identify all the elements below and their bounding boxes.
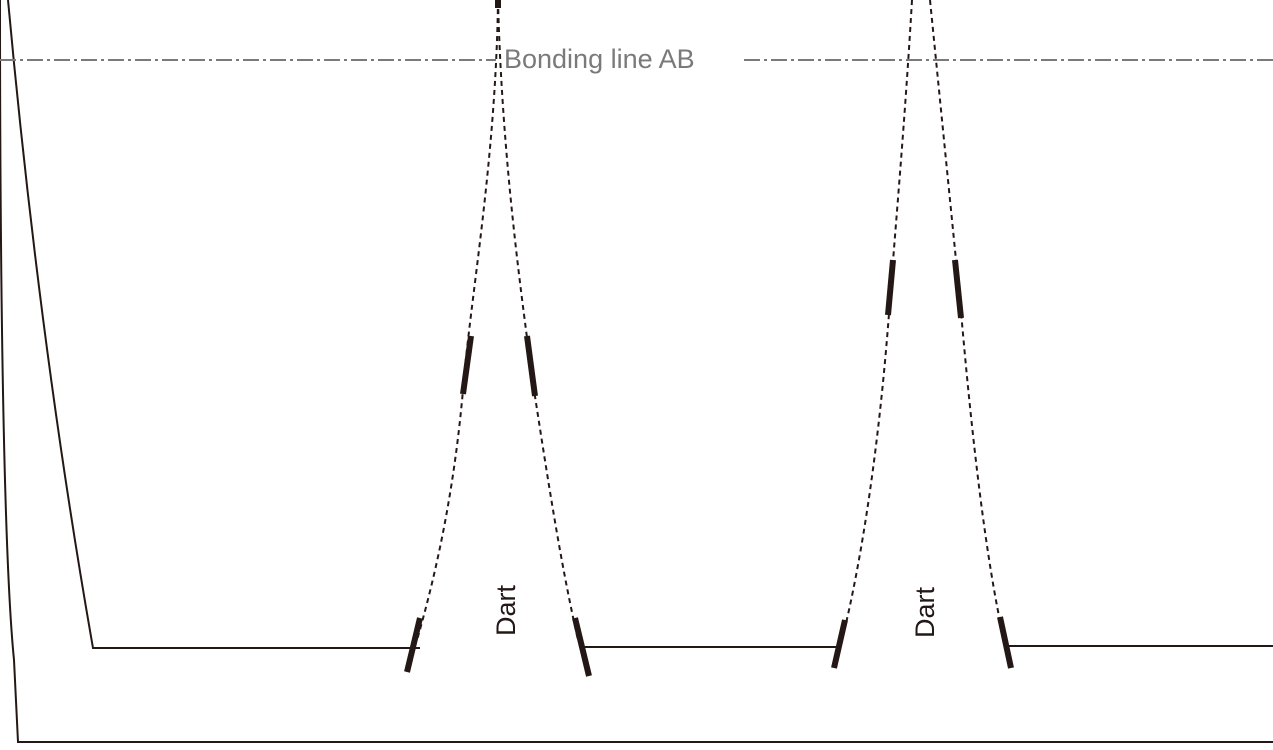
dart-2-left-notch <box>885 259 896 316</box>
dart-2-right-notch <box>952 259 964 319</box>
dart-1-left-hem-notch <box>404 617 423 673</box>
dart-2-label: Dart <box>910 586 940 638</box>
dart-2-left-leg <box>841 0 913 641</box>
dart-2-left-hem-notch <box>831 619 848 669</box>
dart-1-label: Dart <box>491 584 521 636</box>
dart-1-left-leg <box>416 0 499 641</box>
bonding-line-label: Bonding line AB <box>504 44 695 74</box>
dart-1-right-hem-notch <box>572 617 592 677</box>
dart-2-right-leg <box>929 0 1005 641</box>
dart-1-right-leg <box>497 0 579 641</box>
inner-outline <box>7 0 420 649</box>
dart-1-left-notch <box>460 335 474 395</box>
dart-1-right-notch <box>524 335 538 397</box>
dart-2-right-hem-notch <box>997 616 1014 669</box>
